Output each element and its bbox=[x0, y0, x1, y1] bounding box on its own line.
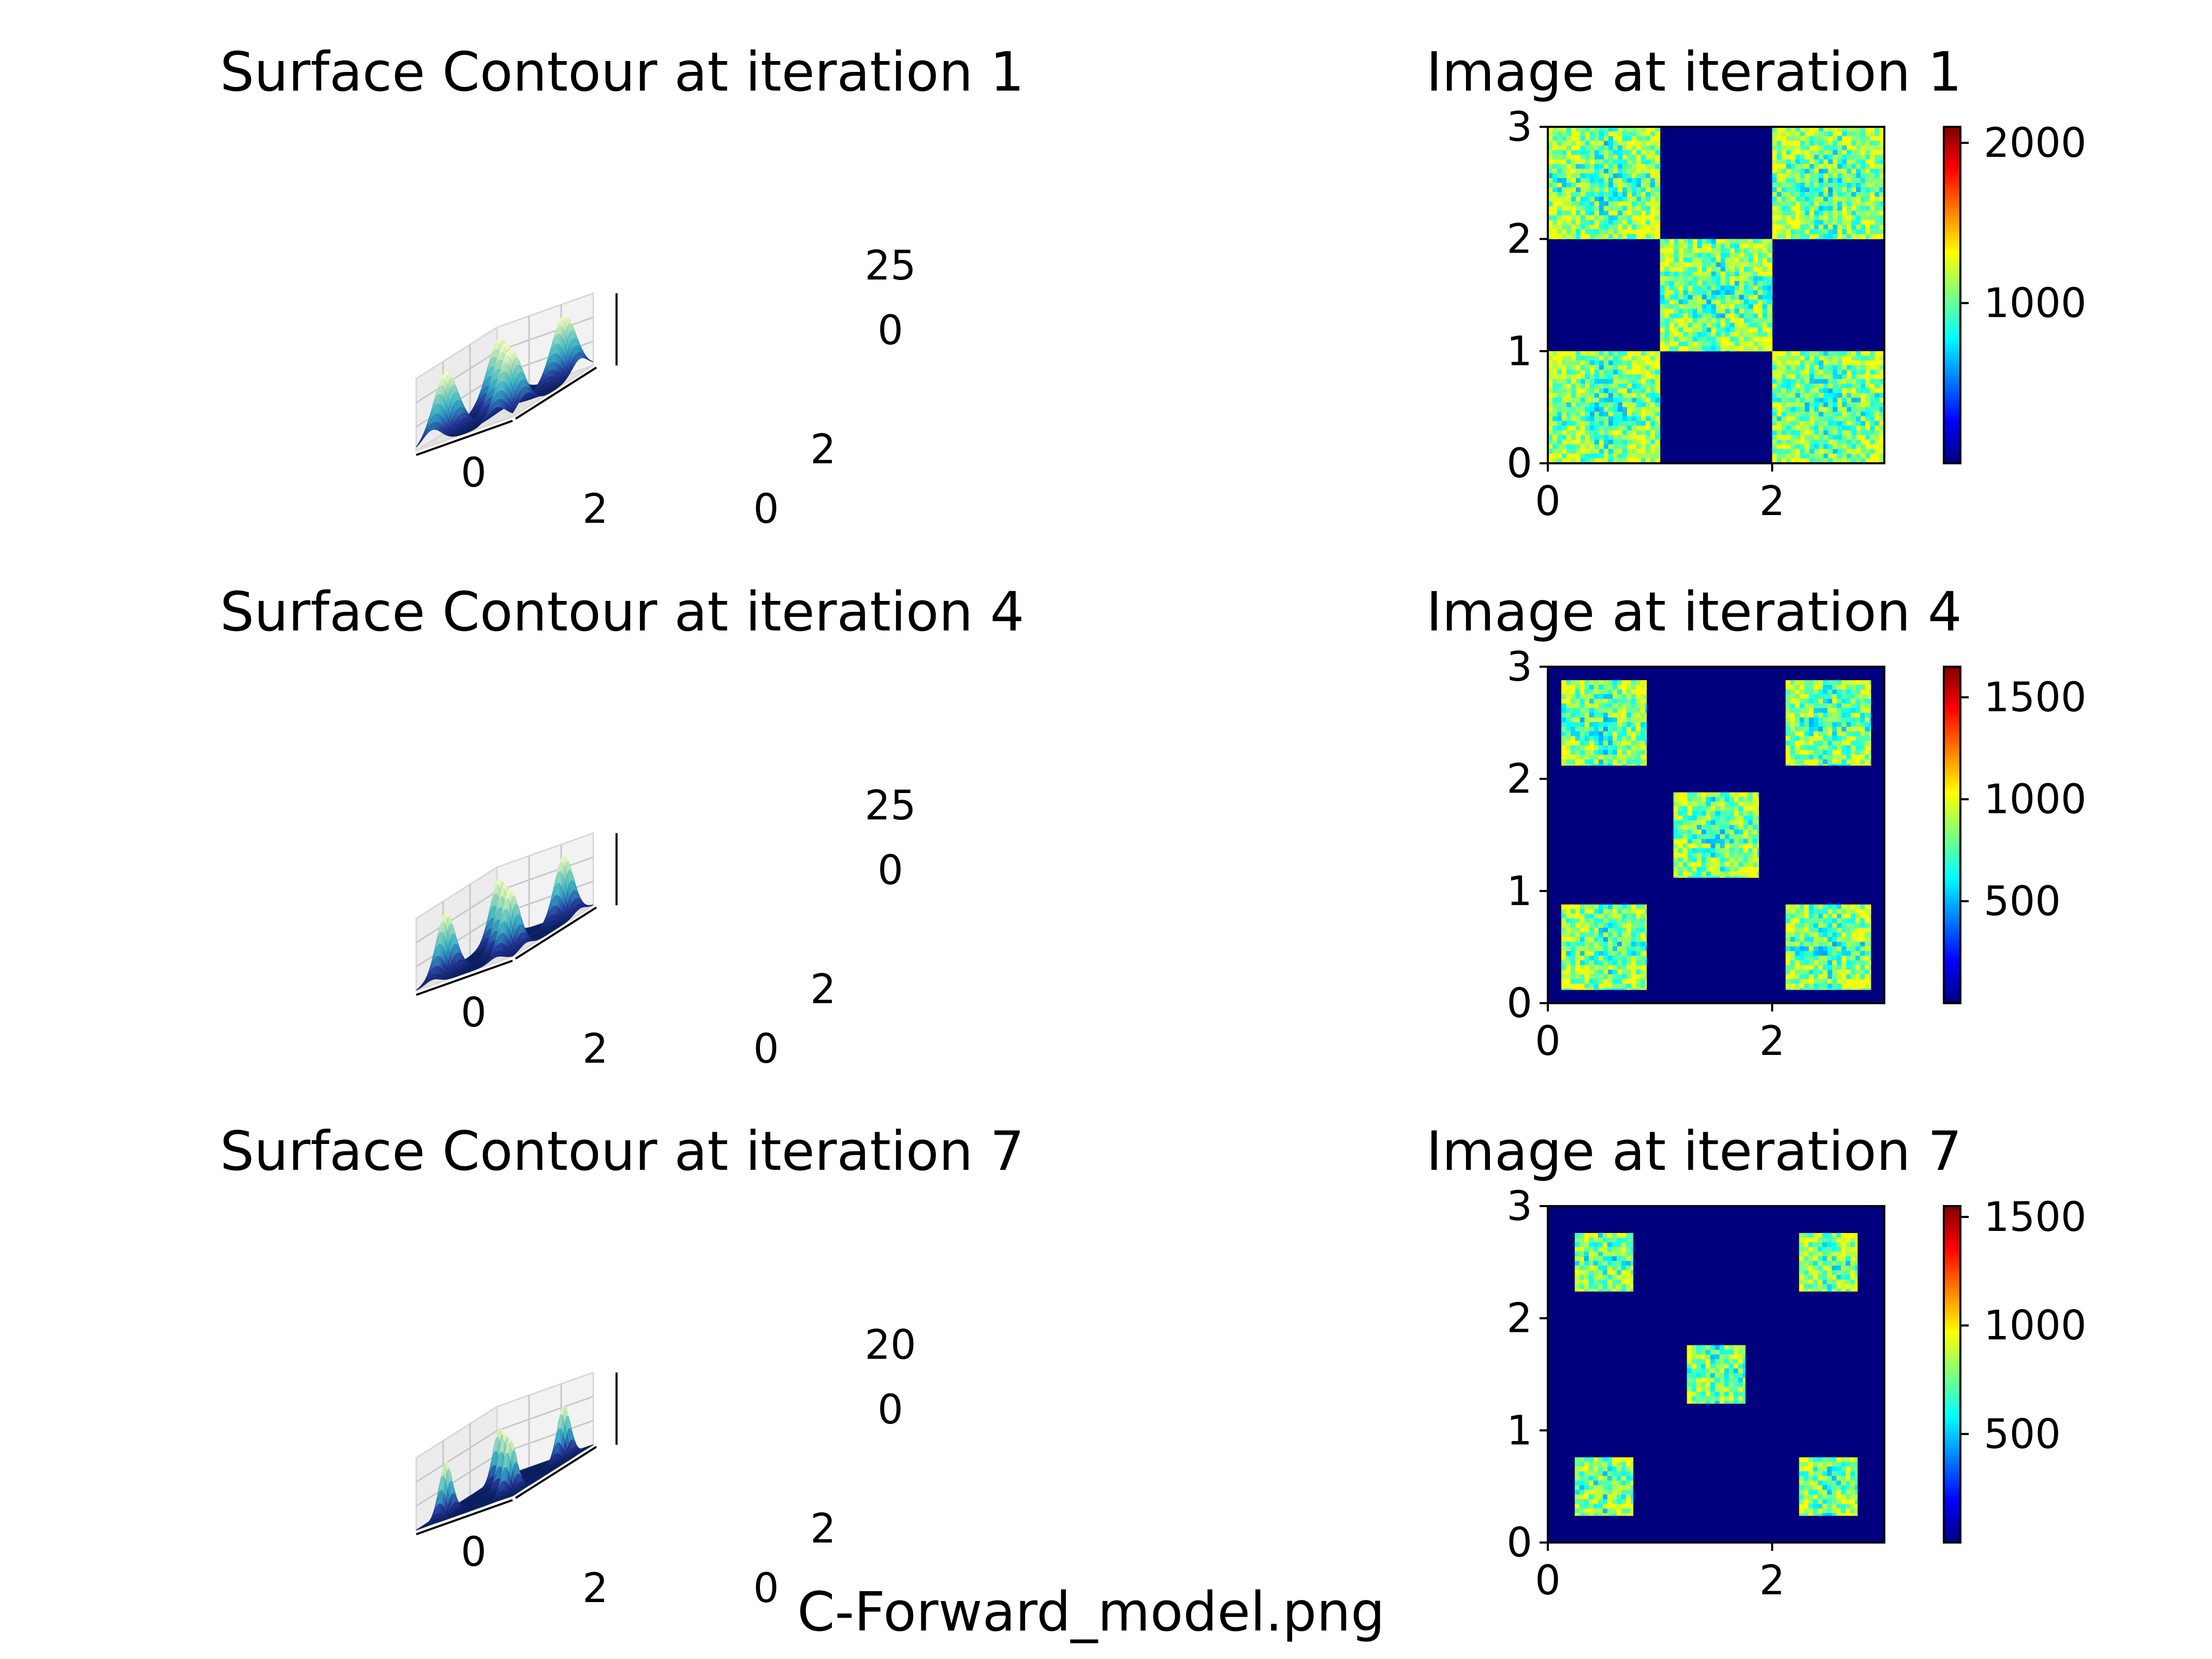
surface-title: Surface Contour at iteration 1 bbox=[220, 40, 1024, 104]
surface-gridline bbox=[496, 316, 594, 353]
surface-mesh bbox=[416, 315, 594, 448]
surface-z-tick-label: 0 bbox=[877, 847, 903, 894]
surface-gridline bbox=[416, 350, 497, 404]
surface-y-tick-label: 0 bbox=[753, 486, 779, 533]
surface-x-tick-label: 0 bbox=[461, 450, 487, 496]
surface-x-tick-label: 2 bbox=[582, 486, 608, 533]
surface-title: Surface Contour at iteration 4 bbox=[220, 580, 1024, 643]
surface-x-tick-label: 2 bbox=[582, 1026, 608, 1073]
surface-z-tick-label: 25 bbox=[865, 243, 916, 289]
surface-title: Surface Contour at iteration 7 bbox=[220, 1120, 1024, 1183]
surface-z-tick-label: 0 bbox=[877, 307, 903, 354]
surface-y-tick-label: 2 bbox=[810, 427, 836, 473]
surface-z-tick-label: 25 bbox=[865, 783, 916, 829]
surface-x-tick-label: 0 bbox=[461, 990, 487, 1036]
surface-y-tick-label: 2 bbox=[810, 966, 836, 1013]
surface-y-tick-label: 0 bbox=[753, 1026, 779, 1073]
